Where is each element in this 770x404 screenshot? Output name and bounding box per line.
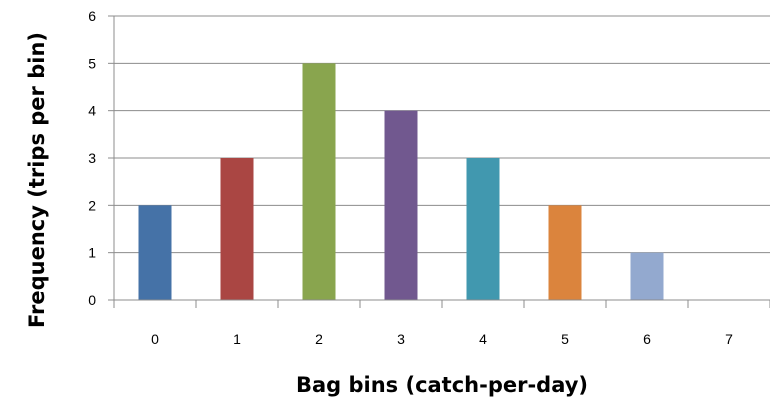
bar-5 (548, 205, 582, 300)
y-tick-label: 2 (88, 197, 96, 213)
x-tick-label: 6 (643, 331, 651, 347)
y-axis-title: Frequency (trips per bin) (25, 32, 49, 328)
x-tick-label: 4 (479, 331, 487, 347)
x-tick-label: 5 (561, 331, 569, 347)
bar-2 (302, 63, 336, 301)
y-tick-labels: 0 1 2 3 4 5 6 (88, 8, 96, 308)
y-tick-label: 1 (88, 245, 96, 261)
bar-6 (630, 252, 664, 300)
x-tick-label: 0 (151, 331, 159, 347)
x-tick-labels: 0 1 2 3 4 5 6 7 (151, 331, 733, 347)
y-tick-label: 4 (88, 103, 96, 119)
bar-4 (466, 158, 500, 300)
gridlines (108, 15, 770, 301)
bars (138, 63, 664, 301)
bar-3 (384, 110, 418, 301)
x-axis-title: Bag bins (catch-per-day) (296, 373, 588, 397)
y-tick-label: 6 (88, 8, 96, 24)
y-tick-label: 0 (88, 292, 96, 308)
bar-1 (220, 158, 254, 300)
bar-0 (138, 205, 172, 300)
y-tick-label: 5 (88, 55, 96, 71)
axes (113, 16, 770, 308)
x-tick-label: 1 (233, 331, 241, 347)
x-tick-label: 2 (315, 331, 323, 347)
x-tick-label: 7 (725, 331, 733, 347)
x-tick-label: 3 (397, 331, 405, 347)
y-tick-label: 3 (88, 150, 96, 166)
